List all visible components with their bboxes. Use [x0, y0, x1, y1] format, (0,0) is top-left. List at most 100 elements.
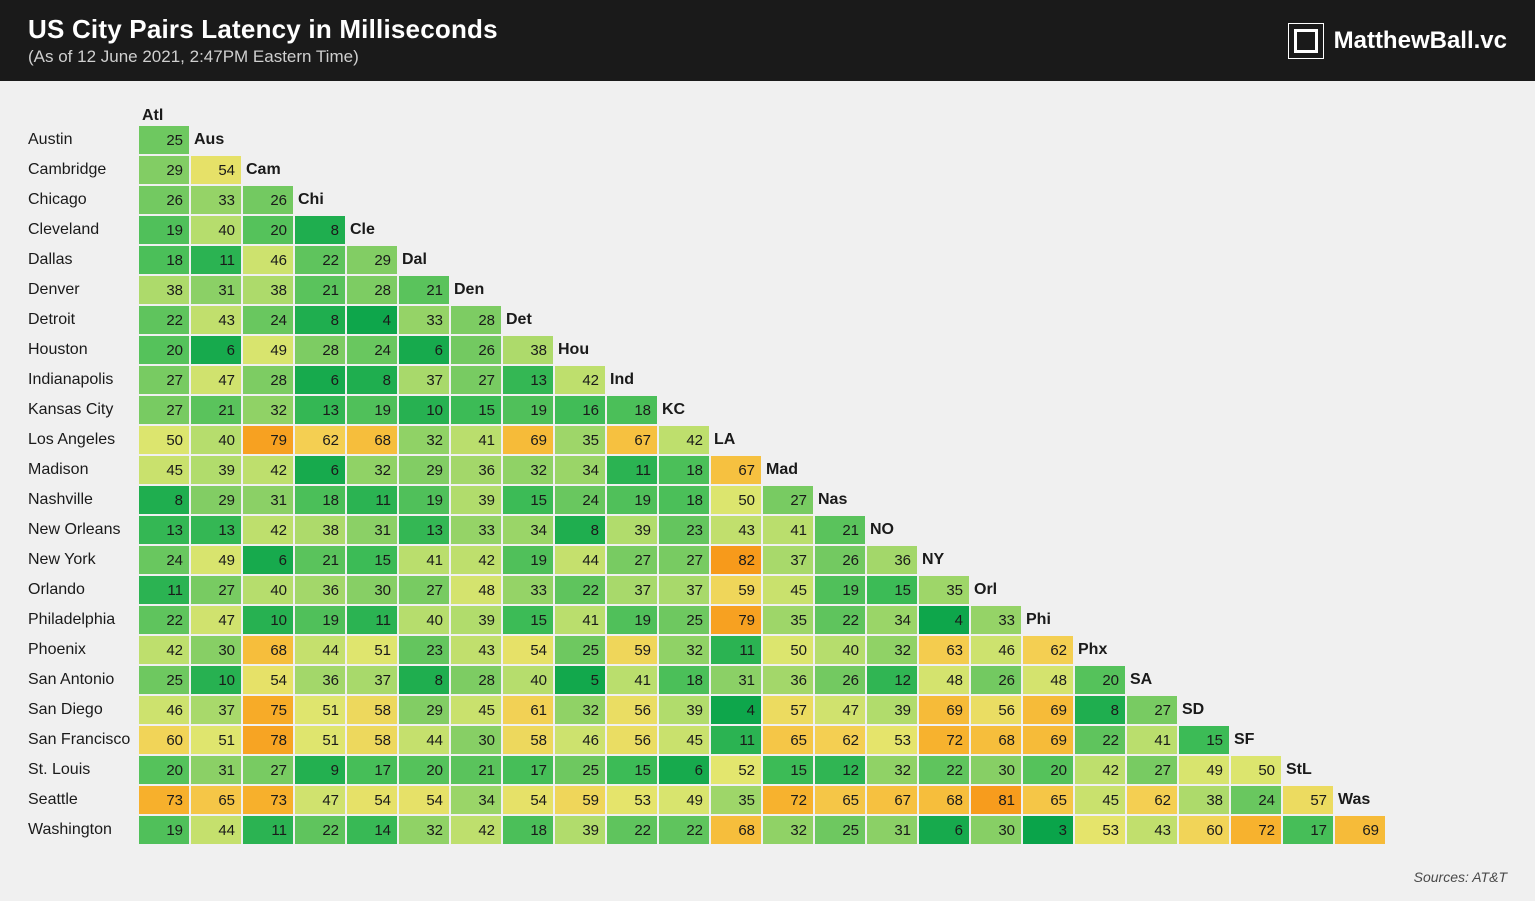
row-label: Kansas City	[28, 401, 138, 419]
heatmap-cell: 45	[450, 695, 502, 725]
heatmap-cell: 28	[294, 335, 346, 365]
heatmap-cell: 19	[502, 545, 554, 575]
heatmap-cell: 27	[138, 365, 190, 395]
heatmap-cell: 36	[294, 575, 346, 605]
heatmap-cell: 33	[970, 605, 1022, 635]
col-label: Phi	[1022, 605, 1074, 635]
heatmap-cell: 27	[398, 575, 450, 605]
heatmap-cell: 33	[450, 515, 502, 545]
heatmap-cell: 68	[346, 425, 398, 455]
heatmap-cell: 8	[554, 515, 606, 545]
heatmap-cell: 18	[294, 485, 346, 515]
heatmap-cell: 18	[658, 665, 710, 695]
heatmap-cell: 37	[398, 365, 450, 395]
heatmap-cell: 67	[866, 785, 918, 815]
heatmap-cell: 44	[398, 725, 450, 755]
heatmap-cell: 28	[346, 275, 398, 305]
heatmap-cell: 59	[710, 575, 762, 605]
heatmap-cell: 42	[242, 515, 294, 545]
heatmap-cell: 22	[294, 815, 346, 845]
heatmap-cell: 44	[294, 635, 346, 665]
heatmap-cell: 17	[1282, 815, 1334, 845]
heatmap-cell: 15	[502, 605, 554, 635]
heatmap-cell: 35	[710, 785, 762, 815]
heatmap-cell: 6	[242, 545, 294, 575]
heatmap-cell: 18	[138, 245, 190, 275]
heatmap-row: Houston20649282462638Hou	[138, 335, 1507, 365]
heatmap-cell: 18	[658, 455, 710, 485]
heatmap-cell: 37	[606, 575, 658, 605]
heatmap-cell: 58	[502, 725, 554, 755]
heatmap-row: Nashville8293118111939152419185027Nas	[138, 485, 1507, 515]
heatmap-cell: 72	[918, 725, 970, 755]
brand-logo-icon	[1288, 23, 1324, 59]
heatmap-cell: 37	[762, 545, 814, 575]
heatmap-cell: 78	[242, 725, 294, 755]
heatmap-cell: 20	[138, 335, 190, 365]
col-label: Aus	[190, 125, 242, 155]
heatmap-cell: 15	[450, 395, 502, 425]
heatmap-cell: 32	[658, 635, 710, 665]
heatmap-cell: 36	[866, 545, 918, 575]
heatmap-cell: 21	[294, 275, 346, 305]
heatmap-cell: 19	[294, 605, 346, 635]
heatmap-cell: 31	[866, 815, 918, 845]
heatmap-cell: 36	[294, 665, 346, 695]
heatmap-cell: 26	[450, 335, 502, 365]
heatmap-cell: 22	[658, 815, 710, 845]
heatmap-cell: 24	[242, 305, 294, 335]
heatmap-cell: 40	[190, 215, 242, 245]
heatmap-cell: 41	[762, 515, 814, 545]
heatmap-cell: 20	[138, 755, 190, 785]
heatmap-cell: 34	[450, 785, 502, 815]
row-label: Phoenix	[28, 641, 138, 659]
page-subtitle: (As of 12 June 2021, 2:47PM Eastern Time…	[28, 47, 498, 67]
heatmap-cell: 5	[554, 665, 606, 695]
heatmap-cell: 30	[970, 755, 1022, 785]
col-label: StL	[1282, 755, 1334, 785]
heatmap-cell: 26	[814, 665, 866, 695]
heatmap-cell: 24	[346, 335, 398, 365]
col-label: Phx	[1074, 635, 1126, 665]
col-label	[1386, 815, 1438, 845]
heatmap-cell: 52	[710, 755, 762, 785]
heatmap-cell: 46	[554, 725, 606, 755]
heatmap-cell: 38	[294, 515, 346, 545]
heatmap-cell: 20	[242, 215, 294, 245]
heatmap-cell: 22	[138, 305, 190, 335]
heatmap-cell: 43	[190, 305, 242, 335]
heatmap-cell: 6	[190, 335, 242, 365]
heatmap-cell: 42	[1074, 755, 1126, 785]
heatmap-cell: 42	[658, 425, 710, 455]
heatmap-cell: 11	[138, 575, 190, 605]
heatmap-cell: 19	[814, 575, 866, 605]
heatmap-cell: 20	[1074, 665, 1126, 695]
heatmap-cell: 25	[138, 665, 190, 695]
heatmap-cell: 32	[762, 815, 814, 845]
heatmap-cell: 40	[398, 605, 450, 635]
heatmap-cell: 45	[658, 725, 710, 755]
heatmap-cell: 31	[242, 485, 294, 515]
heatmap-cell: 49	[242, 335, 294, 365]
row-label: Chicago	[28, 191, 138, 209]
heatmap-cell: 35	[554, 425, 606, 455]
heatmap-cell: 4	[346, 305, 398, 335]
heatmap-cell: 60	[1178, 815, 1230, 845]
heatmap-cell: 54	[502, 785, 554, 815]
header-bar: US City Pairs Latency in Milliseconds (A…	[0, 0, 1535, 81]
heatmap-cell: 25	[554, 755, 606, 785]
heatmap-cell: 38	[138, 275, 190, 305]
heatmap-cell: 47	[294, 785, 346, 815]
heatmap-cell: 33	[190, 185, 242, 215]
heatmap-cell: 79	[710, 605, 762, 635]
heatmap-cell: 19	[138, 215, 190, 245]
heatmap-cell: 24	[554, 485, 606, 515]
heatmap-cell: 22	[294, 245, 346, 275]
heatmap-cell: 39	[554, 815, 606, 845]
heatmap-cell: 56	[606, 695, 658, 725]
heatmap-cell: 22	[1074, 725, 1126, 755]
row-label: Washington	[28, 821, 138, 839]
heatmap-cell: 40	[814, 635, 866, 665]
heatmap-cell: 19	[606, 605, 658, 635]
source-label: Sources: AT&T	[1414, 869, 1507, 885]
